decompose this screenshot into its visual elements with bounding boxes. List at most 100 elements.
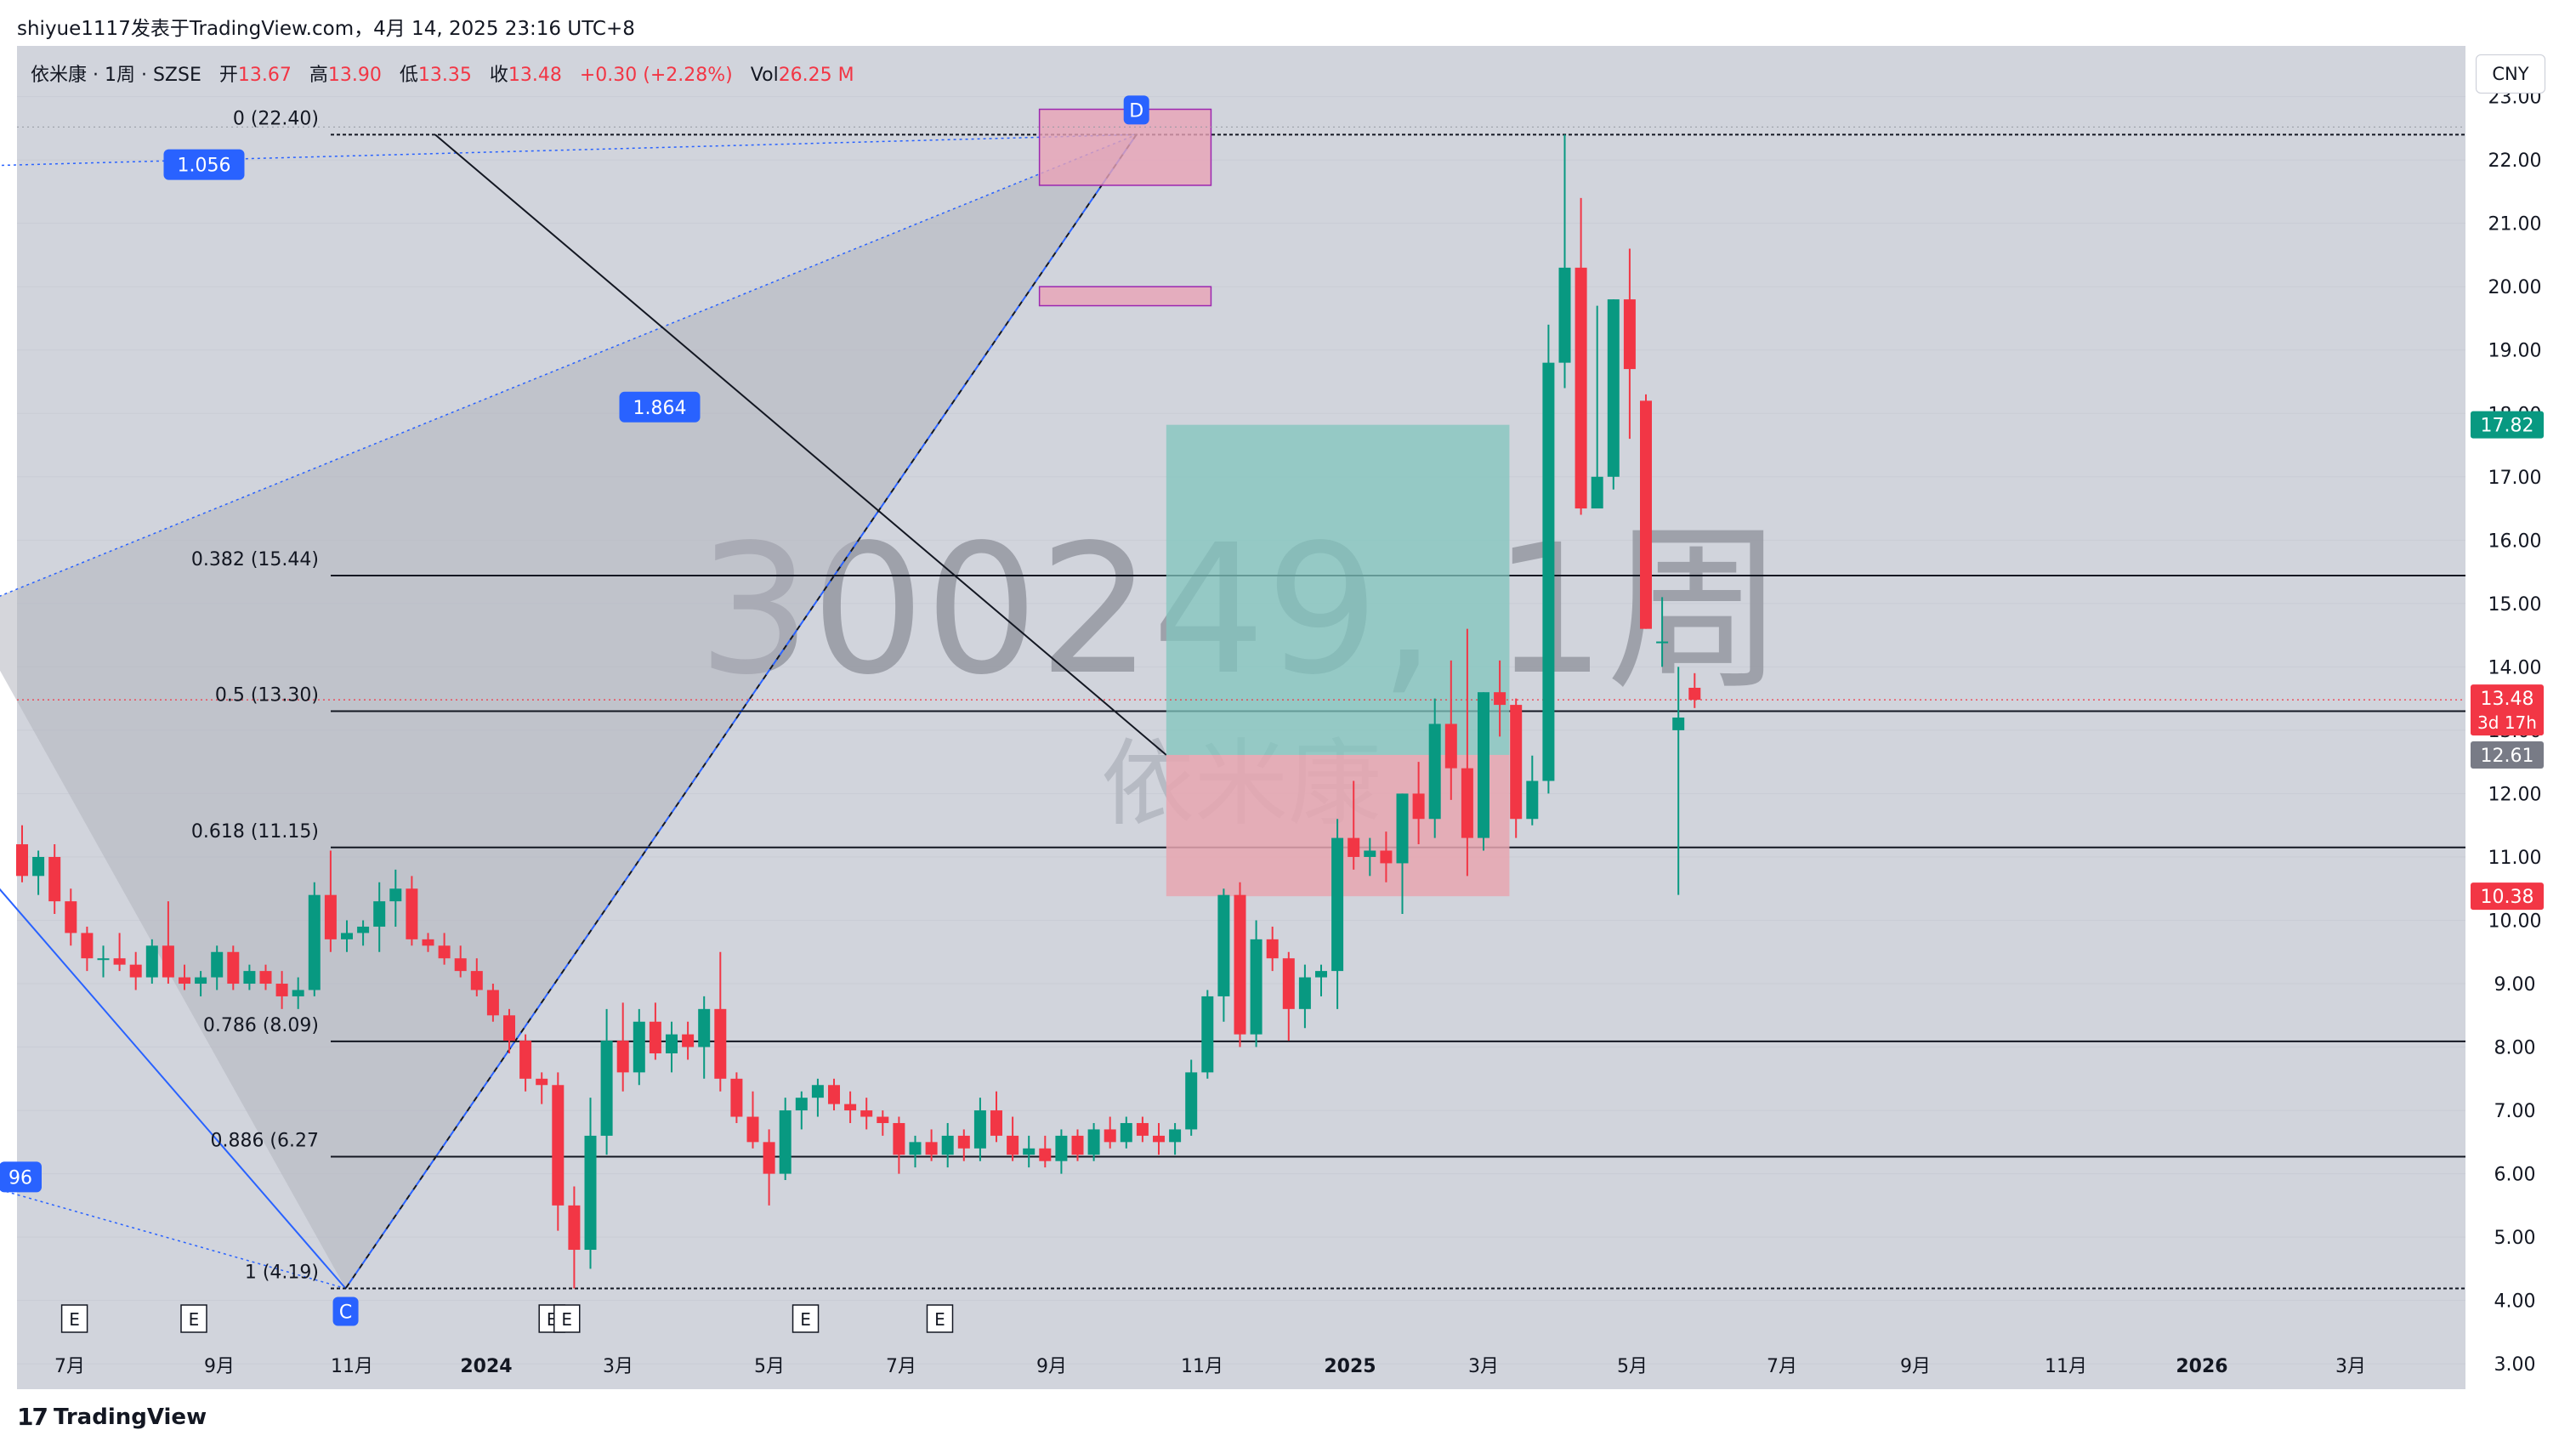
legend-vol: 26.25 M [778,65,854,86]
candle-body [1120,1122,1132,1143]
candle-body [893,1122,905,1155]
candle-body [568,1205,581,1251]
pattern-leg-xd [0,133,1137,167]
price-badge [2471,741,2544,769]
ratio-badge [0,1161,42,1193]
price-badge [2471,882,2544,911]
price-axis[interactable]: 3.00 4.00 5.00 6.00 7.00 8.00 9.00 10.00 11.00 12… [2465,46,2559,1389]
earnings-marker-label: E [934,1309,945,1330]
candle-body [990,1110,1002,1136]
legend-symbol[interactable]: 依米康 · 1周 · SZSE [31,65,201,86]
ratio-badge [619,391,701,423]
earnings-marker [926,1304,954,1333]
time-tick-label: 7月 [1767,1356,1797,1377]
legend-open-label: 开 [218,65,238,86]
candle-body [292,990,304,996]
legend-high: 13.90 [327,65,382,86]
fib-level-label: 0 (22.40) [233,108,319,129]
price-tick-label: 15.00 [2488,594,2542,616]
price-tick-label: 14.00 [2488,657,2542,678]
candle-body [1185,1072,1198,1130]
candle-body [243,971,256,985]
candle-body [1023,1148,1036,1155]
candle-body [552,1085,565,1206]
candle-body [973,1110,986,1149]
candle-body [1039,1148,1052,1161]
price-tick-label: 5.00 [2494,1228,2536,1249]
candle-body [941,1135,954,1155]
page-header: shiyue1117发表于TradingView.com，4月 14, 2025… [17,18,635,40]
trend-line [434,133,1167,756]
candle-body [486,990,499,1016]
price-badge-countdown: 3d 17h [2477,712,2537,733]
candle-body [1217,894,1230,996]
candle-body [1153,1135,1165,1143]
candle-body [957,1135,970,1149]
candle-body [1250,939,1262,1035]
candle-body [145,945,158,978]
tradingview-logo-icon: 17 [17,1403,48,1431]
time-tick-label: 9月 [1036,1356,1067,1377]
legend-low-label: 低 [399,65,418,86]
candle-body [179,977,190,985]
candle-body [454,958,467,972]
candle-body [1461,768,1473,838]
candle-body [795,1098,808,1111]
price-tick-label: 19.00 [2488,341,2542,362]
candle-body [16,844,28,877]
candle-body [877,1116,889,1123]
candle-body [422,939,434,946]
time-tick-label: 11月 [1181,1356,1223,1377]
legend-high-label: 高 [309,65,328,86]
candle-body [438,945,451,959]
candle-body [48,856,61,902]
candle-body [536,1078,548,1086]
candle-body [1007,1135,1019,1155]
fib-level-label: 1 (4.19) [245,1263,319,1284]
pattern-point-badge [1123,95,1149,125]
candle-body [714,1008,727,1079]
candle-body [1412,793,1425,820]
candle-body [746,1116,759,1143]
candle-body [32,856,45,877]
time-tick-label: 3月 [1468,1356,1499,1377]
candle-body [259,971,272,985]
candle-body [1348,837,1360,857]
time-tick-label: 2026 [2176,1356,2227,1377]
candle-body [1201,996,1214,1073]
time-tick-label: 3月 [603,1356,633,1377]
candle-body [1136,1122,1149,1136]
candle-body [324,894,337,939]
candle-body [909,1142,922,1155]
overlay-labels: 0 (22.40) 0.382 (15.44) 0.5 (13.30) 0.618 (… [0,95,1149,1326]
candle-body [1331,837,1344,972]
time-axis[interactable]: E E E E E E7月 9月 11月 2024 3月 5月 7月 9月 11月 2025 3月 5月 7月 9月… [54,1304,2366,1377]
candle-body [763,1142,775,1174]
candle-body [519,1041,532,1079]
candle-body [308,894,321,990]
price-badge-label: 17.82 [2481,416,2534,437]
earnings-marker-label: E [189,1309,200,1330]
candle-body [1396,793,1409,864]
fib-level-label: 0.786 (8.09) [203,1015,319,1036]
earnings-marker-label: E [800,1309,811,1330]
candle-body [1444,724,1457,769]
footer-brand[interactable]: 17 TradingView [17,1403,207,1431]
candle-body [1478,692,1489,838]
candle-body [682,1034,695,1047]
candle-body [470,971,483,990]
time-tick-label: 11月 [331,1356,373,1377]
legend-open: 13.67 [237,65,292,86]
legend-close: 13.48 [508,65,562,86]
fib-level-label: 0.618 (11.15) [191,821,319,843]
price-tick-label: 21.00 [2488,214,2542,235]
price-badge-label: 12.61 [2481,746,2534,767]
currency-button[interactable]: CNY [2476,54,2545,94]
pattern-leg-bc [0,888,347,1290]
time-tick-label: 2025 [1324,1356,1376,1377]
price-tick-label: 9.00 [2494,974,2536,996]
candle-body [1623,299,1636,370]
candle-body [616,1041,629,1073]
pattern-leg-xc [0,1189,346,1290]
